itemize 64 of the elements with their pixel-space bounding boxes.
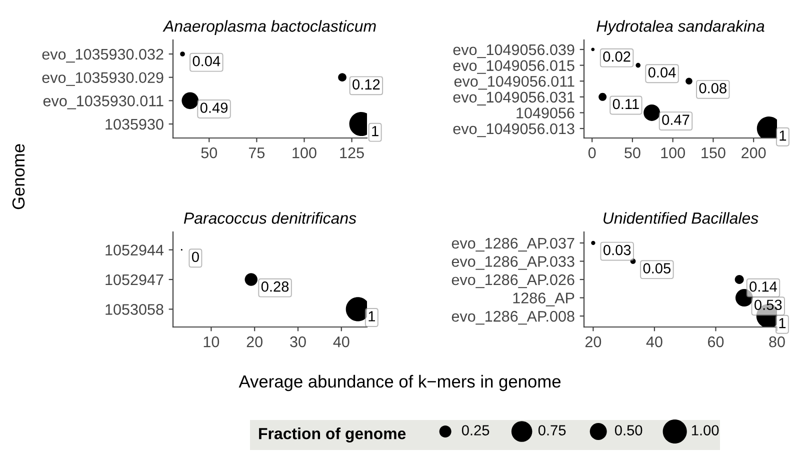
data-label: 0.04 xyxy=(648,67,676,78)
x-tick-label: 40 xyxy=(646,336,662,348)
x-tick-label: 100 xyxy=(661,147,685,158)
y-tick-label: evo_1049056.015 xyxy=(453,60,574,74)
x-axis-title: Average abundance of k−mers in genome xyxy=(238,374,561,392)
chart-title: Unidentified Bacillales xyxy=(604,212,758,224)
y-tick-label: 1053058 xyxy=(106,304,164,315)
legend-title: Fraction of genome xyxy=(259,428,406,442)
data-label: 1 xyxy=(779,318,786,328)
data-label: 0.05 xyxy=(643,263,671,274)
legend-label: 0.25 xyxy=(462,425,490,436)
data-label: 0.08 xyxy=(699,83,726,94)
chart-title: Anaeroplasma bactoclasticum xyxy=(162,20,376,35)
y-tick-label: evo_1049056.031 xyxy=(453,92,574,106)
x-tick-label: 40 xyxy=(333,336,350,348)
x-tick-label: 75 xyxy=(248,148,265,158)
data-label: 0.14 xyxy=(750,281,777,292)
x-tick-label: 20 xyxy=(585,336,602,348)
legend-label: 0.75 xyxy=(538,425,566,436)
data-label: 1 xyxy=(372,126,378,136)
y-tick-label: evo_1049056.039 xyxy=(453,44,574,58)
x-tick-label: 60 xyxy=(708,336,724,348)
data-label: 0.03 xyxy=(603,244,631,256)
x-tick-label: 50 xyxy=(201,147,218,158)
x-tick-label: 30 xyxy=(290,336,306,348)
data-label: 1 xyxy=(368,311,376,322)
x-tick-label: 100 xyxy=(292,147,316,158)
data-label: 0.04 xyxy=(192,56,220,66)
legend-label: 1.00 xyxy=(692,425,719,436)
data-label: 0 xyxy=(192,252,199,262)
data-label: 0.49 xyxy=(200,102,228,113)
y-tick-label: 1052944 xyxy=(106,244,164,256)
x-tick-label: 125 xyxy=(340,147,364,158)
data-label: 0.28 xyxy=(261,281,289,292)
y-tick-label: 1035930 xyxy=(106,118,164,130)
data-label: 1 xyxy=(780,130,786,141)
y-tick-label: evo_1286_AP.008 xyxy=(452,310,574,325)
y-tick-label: evo_1286_AP.033 xyxy=(452,256,574,270)
y-tick-label: evo_1286_AP.037 xyxy=(452,238,574,252)
data-label: 0.11 xyxy=(612,98,639,110)
x-tick-label: 50 xyxy=(624,147,640,158)
chart-title: Hydrotalea sandarakina xyxy=(596,20,764,35)
y-tick-label: evo_1035930.029 xyxy=(42,72,164,86)
y-tick-label: 1052947 xyxy=(106,274,164,286)
x-tick-label: 20 xyxy=(246,336,262,348)
y-tick-label: 1049056 xyxy=(516,108,574,118)
legend-label: 0.50 xyxy=(614,425,642,436)
y-tick-label: evo_1286_AP.026 xyxy=(452,274,574,288)
x-tick-label: 200 xyxy=(742,147,766,158)
y-axis-title: Genome xyxy=(12,144,25,210)
data-label: 0.02 xyxy=(603,51,630,62)
x-tick-label: 0 xyxy=(588,147,596,158)
data-label: 0.53 xyxy=(754,300,782,310)
chart-title: Paracoccus denitrificans xyxy=(184,212,356,224)
data-label: 0.47 xyxy=(662,114,690,125)
x-tick-label: 80 xyxy=(769,336,785,348)
y-tick-label: evo_1049056.013 xyxy=(453,123,574,138)
y-tick-label: evo_1049056.011 xyxy=(454,76,574,90)
data-label: 0.12 xyxy=(352,79,380,90)
x-tick-label: 10 xyxy=(204,336,220,348)
y-tick-label: evo_1035930.032 xyxy=(42,48,164,63)
x-tick-label: 150 xyxy=(702,147,726,158)
y-tick-label: 1286_AP xyxy=(513,292,574,306)
y-tick-label: evo_1035930.011 xyxy=(43,96,164,110)
